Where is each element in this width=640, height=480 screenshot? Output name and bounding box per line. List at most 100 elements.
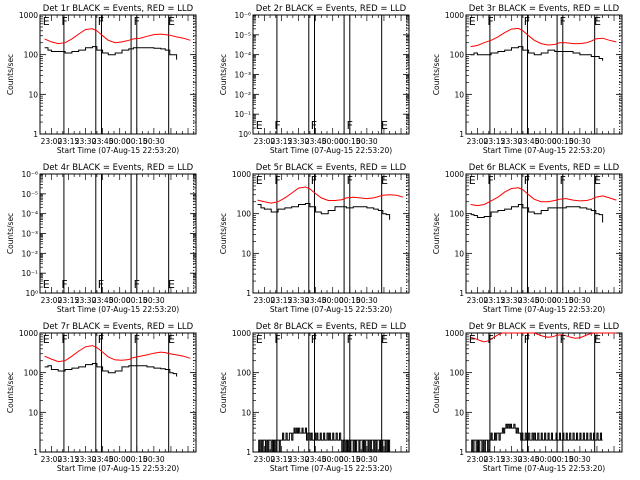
flag-letter: F [274, 119, 280, 132]
x-tick-label: 00:15 [339, 296, 361, 305]
lld-series-red [470, 332, 617, 343]
flag-letter: E [256, 333, 263, 346]
x-tick-label: 00:15 [552, 137, 574, 146]
y-tick-label: 100 [450, 51, 465, 60]
x-tick-label: 23:45 [305, 455, 327, 464]
y-axis-label: Counts/sec [6, 372, 15, 413]
y-tick-label: 10⁰ [25, 289, 38, 298]
flag-letter: F [134, 15, 140, 28]
y-tick-label: 10⁰ [238, 130, 251, 139]
x-axis-label: Start Time (07-Aug-15 22:53:20) [483, 146, 605, 155]
y-tick-label: 1000 [232, 170, 251, 179]
x-tick-label: 23:15 [58, 296, 80, 305]
y-tick-label: 1 [459, 289, 464, 298]
y-tick-label: 100 [450, 369, 465, 378]
x-tick-label: 00:00 [322, 455, 344, 464]
panel-title: Det 1r BLACK = Events, RED = LLD [43, 4, 194, 14]
x-tick-label: 00:00 [109, 137, 131, 146]
flag-letter: F [524, 15, 530, 28]
x-tick-label: 00:00 [322, 296, 344, 305]
y-tick-label: 1000 [232, 329, 251, 338]
flag-letter: F [524, 333, 530, 346]
flag-letter: E [256, 119, 263, 132]
x-tick-label: 23:15 [271, 455, 293, 464]
x-tick-label: 23:30 [75, 455, 97, 464]
plot-frame [39, 332, 197, 453]
x-tick-label: 00:15 [126, 296, 148, 305]
y-tick-label: 10 [28, 408, 38, 417]
x-tick-label: 23:30 [75, 296, 97, 305]
x-tick-label: 23:15 [271, 137, 293, 146]
x-tick-label: 00:15 [126, 137, 148, 146]
y-axis-label: Counts/sec [219, 372, 228, 413]
flag-letter: E [43, 15, 50, 28]
x-tick-label: 00:15 [552, 455, 574, 464]
y-tick-label: 100 [237, 369, 252, 378]
x-axis-label: Start Time (07-Aug-15 22:53:20) [57, 305, 179, 314]
plot-frame [39, 173, 197, 294]
x-tick-label: 23:45 [518, 137, 540, 146]
panel-det-4: Det 4r BLACK = Events, RED = LLD 10⁰ 10⁻¹ 1… [6, 163, 197, 314]
plot-frame [465, 332, 623, 453]
y-tick-label: 10⁻⁴ [234, 51, 251, 60]
y-tick-label: 10 [454, 249, 464, 258]
flag-letter: F [134, 333, 140, 346]
flag-letter: F [61, 333, 67, 346]
flag-letter: F [347, 333, 353, 346]
x-tick-label: 23:15 [484, 137, 506, 146]
lld-series-red [44, 345, 191, 363]
x-axis-label: Start Time (07-Aug-15 22:53:20) [270, 305, 392, 314]
x-tick-label: 23:00 [467, 455, 489, 464]
y-tick-label: 1 [246, 289, 251, 298]
x-tick-label: 23:30 [501, 137, 523, 146]
x-tick-label: 00:00 [109, 296, 131, 305]
y-tick-label: 10⁻⁶ [21, 170, 38, 179]
y-tick-label: 10⁻³ [234, 71, 251, 80]
events-series-black [44, 46, 178, 60]
x-tick-label: 00:30 [143, 296, 165, 305]
flag-letter: F [274, 174, 280, 187]
flag-letter: E [469, 15, 476, 28]
flag-letter: E [168, 278, 175, 291]
y-tick-label: 10⁻⁵ [234, 31, 251, 40]
y-tick-label: 100 [24, 369, 39, 378]
y-tick-label: 1000 [445, 329, 464, 338]
panel-title: Det 9r BLACK = Events, RED = LLD [469, 322, 620, 332]
flag-letter: F [311, 333, 317, 346]
events-series-black [257, 427, 391, 453]
events-series-black [257, 203, 391, 220]
flag-letter: F [311, 174, 317, 187]
y-tick-label: 100 [237, 210, 252, 219]
x-tick-label: 23:45 [92, 296, 114, 305]
flag-letter: E [381, 119, 388, 132]
x-tick-label: 23:30 [501, 296, 523, 305]
y-tick-label: 1 [246, 448, 251, 457]
y-tick-label: 1000 [19, 11, 38, 20]
y-tick-label: 100 [450, 210, 465, 219]
x-tick-label: 00:00 [535, 455, 557, 464]
y-axis-label: Counts/sec [6, 213, 15, 254]
panel-title: Det 8r BLACK = Events, RED = LLD [256, 322, 407, 332]
flag-letter: E [469, 333, 476, 346]
x-tick-label: 23:15 [484, 296, 506, 305]
x-tick-label: 00:15 [339, 455, 361, 464]
events-series-black [470, 46, 604, 61]
x-tick-label: 23:45 [518, 296, 540, 305]
lld-series-red [44, 28, 191, 45]
y-tick-label: 1 [459, 448, 464, 457]
plot-frame [252, 173, 410, 294]
flag-letter: F [311, 119, 317, 132]
panel-title: Det 7r BLACK = Events, RED = LLD [43, 322, 194, 332]
y-tick-label: 1000 [19, 329, 38, 338]
y-axis-label: Counts/sec [432, 54, 441, 95]
panel-det-3: Det 3r BLACK = Events, RED = LLD 1 10 100 10… [432, 4, 623, 155]
y-axis-label: Counts/sec [219, 213, 228, 254]
x-axis-label: Start Time (07-Aug-15 22:53:20) [483, 464, 605, 473]
flag-letter: F [560, 15, 566, 28]
x-tick-label: 23:15 [271, 296, 293, 305]
x-tick-label: 00:30 [356, 137, 378, 146]
panel-det-8: Det 8r BLACK = Events, RED = LLD 1 10 100 10… [219, 322, 410, 473]
x-tick-label: 23:00 [41, 455, 63, 464]
x-tick-label: 00:00 [322, 137, 344, 146]
y-tick-label: 1 [33, 130, 38, 139]
